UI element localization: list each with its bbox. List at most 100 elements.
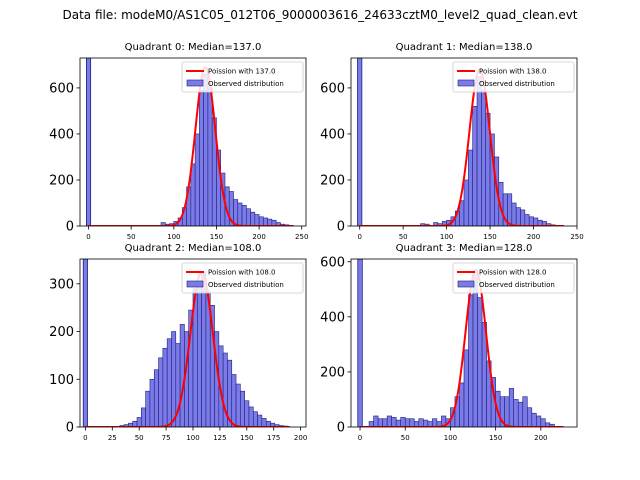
histogram-bar [252, 411, 258, 427]
histogram-bar [267, 218, 273, 226]
x-tick-label: 250 [295, 233, 308, 241]
legend-entry-observed: Observed distribution [208, 281, 284, 289]
y-tick-label: 0 [66, 421, 74, 436]
legend-box [452, 262, 575, 294]
x-tick-label: 150 [483, 233, 496, 241]
histogram-bar [531, 412, 537, 427]
subplot-quadrant-1: Quadrant 1: Median=138.0 0 50 100 150 200 250 0… [320, 42, 584, 241]
histogram-bar [468, 149, 473, 226]
y-tick-label: 300 [49, 277, 74, 292]
legend-entry-observed: Observed distribution [208, 80, 284, 88]
x-tick-label: 50 [401, 434, 410, 442]
x-tick-label: 100 [444, 434, 457, 442]
y-tick-label: 400 [320, 127, 345, 142]
histogram-bar [463, 179, 469, 226]
histogram-bar [536, 415, 542, 427]
histogram-bar [549, 423, 555, 427]
histogram-bar [477, 297, 483, 427]
histogram-bar [145, 390, 151, 427]
histogram-bar [511, 202, 517, 226]
histogram-bar-zero [357, 58, 363, 226]
x-tick-label: 75 [162, 434, 171, 442]
x-tick-label: 200 [294, 434, 307, 442]
x-tick-label: 250 [570, 233, 583, 241]
histogram-bar [235, 383, 241, 427]
histogram-bar [404, 418, 411, 427]
histogram-bar [207, 87, 213, 226]
histogram-bar-zero [85, 58, 92, 226]
y-tick-label: 200 [320, 173, 345, 188]
histogram-bar [246, 208, 251, 226]
histogram-bar [250, 211, 256, 226]
x-tick-label: 0 [357, 233, 361, 241]
subplot-title: Quadrant 1: Median=138.0 [396, 42, 533, 53]
y-tick-label: 0 [337, 421, 345, 436]
x-tick-label: 0 [86, 233, 90, 241]
x-tick-label: 50 [399, 233, 408, 241]
histogram-bar [237, 202, 243, 226]
histogram-bar [418, 418, 424, 427]
y-tick-label: 600 [49, 81, 74, 96]
x-tick-label: 50 [135, 434, 144, 442]
histogram-bar [432, 418, 438, 427]
subplot-quadrant-0: Quadrant 0: Median=137.0 0 50 100 150 200 250 0… [49, 42, 308, 241]
legend-entry-observed: Observed distribution [479, 80, 555, 88]
histogram-bar [201, 271, 207, 427]
histogram-bar [468, 294, 474, 427]
histogram-bar [526, 407, 533, 427]
axes-frame [79, 57, 307, 227]
poisson-curve [360, 268, 564, 427]
legend-entry-observed: Observed distribution [479, 281, 555, 289]
legend: Poission with 128.0 Observed distribution [452, 262, 575, 294]
histogram-bar [197, 281, 202, 427]
x-tick-label: 150 [240, 434, 253, 442]
plot-area [85, 58, 294, 226]
histogram-bar [373, 415, 379, 427]
y-tick-label: 100 [49, 373, 74, 388]
subplot-quadrant-3: Quadrant 3: Median=128.0 0 50 100 150 200 0 200… [320, 243, 578, 442]
histogram-bar [149, 378, 155, 427]
histogram-bar [522, 396, 528, 427]
histogram-bar [233, 199, 239, 226]
x-tick-label: 200 [252, 233, 265, 241]
y-tick-label: 400 [49, 127, 74, 142]
legend-bar-swatch [457, 280, 475, 288]
poisson-curve [88, 66, 294, 226]
histogram-bar [423, 419, 429, 427]
histogram-bar [166, 338, 172, 427]
x-tick-label: 0 [83, 434, 87, 442]
legend: Poission with 138.0 Observed distribution [452, 61, 575, 93]
subplot-title: Quadrant 3: Median=128.0 [396, 243, 533, 254]
x-tick-label: 150 [210, 233, 223, 241]
subplot-title: Quadrant 2: Median=108.0 [125, 243, 262, 254]
histogram-bar [261, 418, 267, 427]
histogram-bar [258, 216, 264, 226]
x-tick-label: 25 [108, 434, 117, 442]
histogram-bar [241, 204, 247, 226]
histogram-bar [533, 217, 539, 226]
legend-bar-swatch [457, 79, 475, 87]
histogram-bar [540, 418, 546, 427]
histogram-bar [240, 390, 245, 427]
histogram-bar [158, 357, 164, 427]
histogram-bar [263, 217, 268, 226]
histogram-bar [463, 349, 469, 427]
x-tick-label: 100 [167, 233, 180, 241]
legend-entry-poisson: Poission with 138.0 [479, 68, 547, 76]
x-tick-label: 50 [127, 233, 136, 241]
y-tick-label: 0 [337, 220, 345, 235]
x-tick-label: 125 [213, 434, 226, 442]
histogram-bar [153, 369, 159, 427]
histogram-bar [231, 374, 237, 427]
histogram-bar [520, 209, 526, 226]
poisson-curve [85, 270, 290, 427]
plot-area [357, 58, 564, 226]
histogram-bar [386, 415, 392, 427]
histogram-bar [504, 396, 510, 427]
legend-box [452, 61, 575, 93]
histogram-bar [400, 417, 406, 427]
histogram-bar-zero [82, 259, 88, 427]
histogram-bar [248, 406, 254, 427]
histogram-bar [481, 89, 487, 226]
